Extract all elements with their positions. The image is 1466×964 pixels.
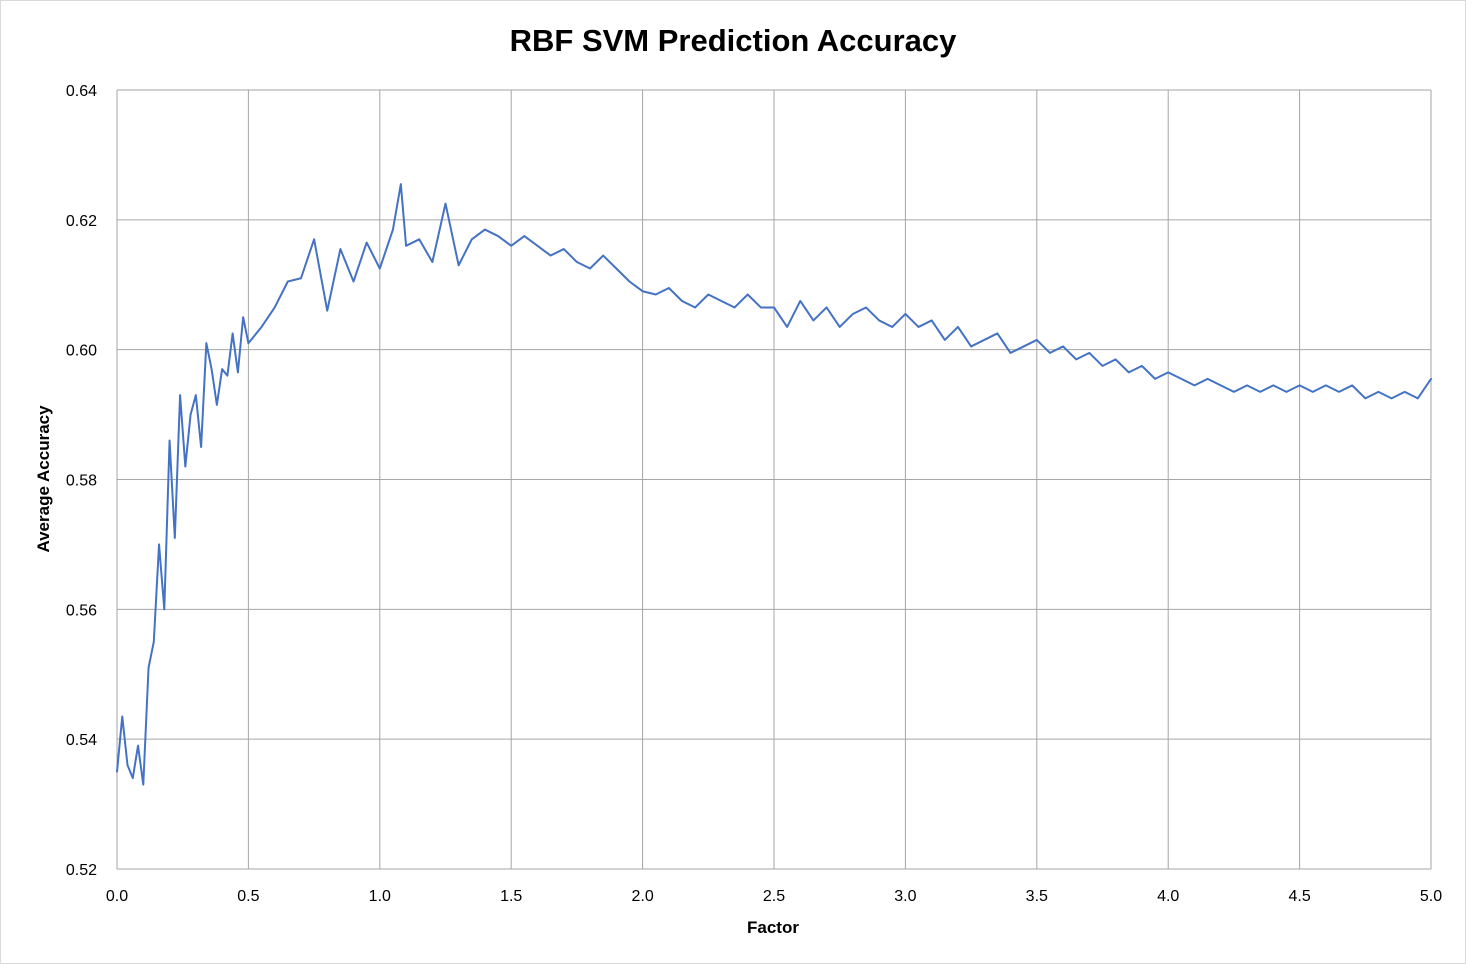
x-tick-label: 2.0 bbox=[631, 888, 653, 905]
x-tick-label: 4.5 bbox=[1288, 888, 1310, 905]
x-tick-label: 0.5 bbox=[237, 888, 259, 905]
y-tick-label: 0.56 bbox=[66, 602, 97, 619]
x-axis-title: Factor bbox=[747, 918, 799, 937]
x-tick-label: 1.0 bbox=[369, 888, 391, 905]
series-layer bbox=[116, 183, 1432, 786]
x-tick-label: 4.0 bbox=[1157, 888, 1179, 905]
y-tick-label: 0.60 bbox=[66, 343, 97, 360]
x-tick-label: 3.0 bbox=[894, 888, 916, 905]
series-line bbox=[116, 183, 1432, 786]
y-tick-label: 0.58 bbox=[66, 473, 97, 490]
grid-layer bbox=[116, 89, 1432, 870]
tick-layer: 0.52 0.54 0.56 0.58 0.60 0.62 0.64 0.0 0.5 1.0 1.5… bbox=[66, 83, 1442, 905]
y-tick-label: 0.52 bbox=[66, 862, 97, 879]
y-tick-label: 0.62 bbox=[66, 213, 97, 230]
x-tick-label: 2.5 bbox=[763, 888, 785, 905]
x-tick-label: 5.0 bbox=[1420, 888, 1442, 905]
x-tick-label: 0.0 bbox=[106, 888, 128, 905]
y-tick-label: 0.64 bbox=[66, 83, 97, 100]
y-tick-label: 0.54 bbox=[66, 732, 97, 749]
x-tick-label: 3.5 bbox=[1026, 888, 1048, 905]
chart-title: RBF SVM Prediction Accuracy bbox=[509, 23, 957, 58]
y-axis-title: Average Accuracy bbox=[34, 405, 53, 553]
x-tick-label: 1.5 bbox=[500, 888, 522, 905]
